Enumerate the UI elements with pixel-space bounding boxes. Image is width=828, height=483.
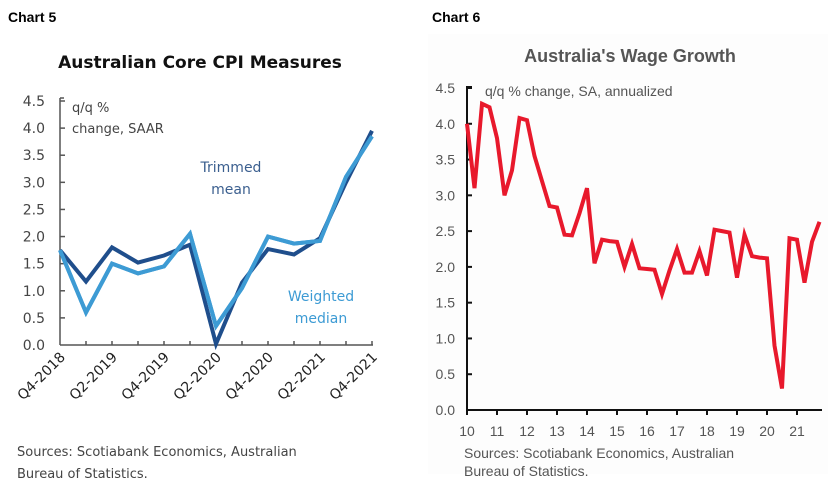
legend-trimmed-mean-line-1: Trimmed — [200, 160, 262, 176]
series-wage-growth — [465, 100, 822, 389]
chart-6-label: Chart 6 — [432, 9, 481, 25]
chart-6-x-tick-label: 14 — [579, 423, 595, 439]
chart-6-x-tick-label: 13 — [549, 423, 565, 439]
chart-6-y-tick-label: 3.0 — [436, 187, 456, 203]
chart-6-x-tick-label: 16 — [639, 423, 655, 439]
chart-6-y-tick-label: 4.0 — [436, 116, 456, 132]
chart-5-unit-note-line-2: change, SAAR — [72, 122, 164, 137]
chart-6-x-tick-label: 17 — [669, 423, 685, 439]
chart-5-y-tick-label: 0.5 — [23, 311, 45, 327]
chart-5-x-tick-label: Q4-2018 — [15, 350, 69, 404]
series-weighted-median-overlay — [58, 135, 374, 331]
chart-5-y-tick-label: 3.0 — [23, 175, 45, 191]
chart-6-y-tick-label: 3.5 — [436, 152, 456, 168]
chart-6-y-tick-label: 2.5 — [436, 223, 456, 239]
chart-6-x-tick-label: 19 — [729, 423, 745, 439]
chart-6-y-tick-label: 0.5 — [436, 366, 456, 382]
chart-5-x-tick-label: Q4-2021 — [327, 350, 381, 404]
chart-6-y-tick-label: 1.5 — [436, 295, 456, 311]
chart-6-title: Australia's Wage Growth — [524, 46, 736, 66]
chart-5-y-tick-label: 2.0 — [23, 230, 45, 246]
chart-5-x-tick-label: Q4-2019 — [119, 350, 173, 404]
legend-trimmed-mean-line-2: mean — [211, 182, 251, 198]
chart-5-y-tick-label: 1.5 — [23, 257, 45, 273]
chart-5-source-line-1: Sources: Scotiabank Economics, Australia… — [17, 445, 297, 460]
chart-6: Australia's Wage Growth 0.0 0.5 1.0 1.5 2.0 2… — [428, 34, 828, 479]
chart-5-x-tick-label: Q2-2020 — [171, 350, 225, 404]
chart-5-x-tick-label: Q4-2020 — [223, 350, 277, 404]
chart-5: Australian Core CPI Measures 0.0 0.5 1.0 1.… — [15, 53, 381, 482]
chart-6-source-line-1: Sources: Scotiabank Economics, Australia… — [464, 445, 734, 461]
chart-6-source-line-2: Bureau of Statistics. — [464, 463, 589, 479]
chart-6-x-tick-label: 11 — [490, 423, 505, 439]
chart-6-x-tick-label: 20 — [759, 423, 775, 439]
chart-6-x-tick-label: 18 — [699, 423, 715, 439]
chart-6-x-tick-label: 15 — [609, 423, 625, 439]
chart-5-unit-note-line-1: q/q % — [72, 101, 109, 116]
legend-weighted-median-line-1: Weighted — [288, 289, 354, 305]
chart-6-x-tick-label: 10 — [459, 423, 475, 439]
chart-5-y-tick-label: 1.0 — [23, 284, 45, 300]
chart-5-y-tick-label: 4.5 — [23, 94, 45, 110]
chart-5-x-tick-label: Q2-2021 — [275, 350, 329, 404]
chart-6-y-tick-label: 2.0 — [436, 259, 456, 275]
chart-5-y-tick-label: 2.5 — [23, 202, 45, 218]
legend-weighted-median-line-2: median — [295, 311, 347, 327]
chart-6-x-tick-label: 21 — [789, 423, 805, 439]
chart-6-x-tick-label: 12 — [519, 423, 535, 439]
chart-5-y-tick-label: 3.5 — [23, 148, 45, 164]
chart-6-y-tick-label: 1.0 — [436, 330, 456, 346]
chart-5-label: Chart 5 — [8, 9, 57, 25]
chart-6-unit-note: q/q % change, SA, annualized — [485, 83, 673, 99]
chart-6-y-tick-label: 0.0 — [436, 402, 456, 418]
chart-6-y-tick-label: 4.5 — [436, 80, 456, 96]
chart-5-source-line-2: Bureau of Statistics. — [17, 467, 148, 482]
chart-5-y-tick-label: 4.0 — [23, 121, 45, 137]
chart-5-title: Australian Core CPI Measures — [58, 53, 342, 73]
chart-5-y-tick-label: 0.0 — [23, 338, 45, 354]
chart-5-x-tick-label: Q2-2019 — [67, 350, 121, 404]
